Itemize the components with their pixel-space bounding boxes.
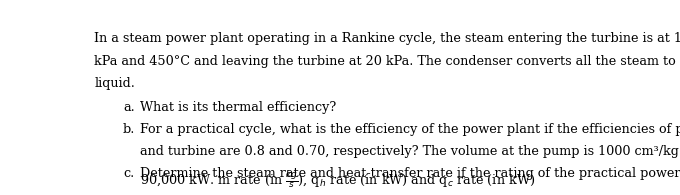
- Text: Determine the steam rate and heat-transfer rate if the rating of the practical p: Determine the steam rate and heat-transf…: [140, 167, 680, 180]
- Text: In a steam power plant operating in a Rankine cycle, the steam entering the turb: In a steam power plant operating in a Ra…: [95, 32, 680, 45]
- Text: For a practical cycle, what is the efficiency of the power plant if the efficien: For a practical cycle, what is the effic…: [140, 123, 680, 136]
- Text: What is its thermal efficiency?: What is its thermal efficiency?: [140, 101, 337, 114]
- Text: 90,000 kW. m rate (in $\frac{kg}{s}$), q$_h$ rate (in kW) and q$_c$ rate (in kW): 90,000 kW. m rate (in $\frac{kg}{s}$), q…: [140, 168, 536, 190]
- Text: c.: c.: [123, 167, 134, 180]
- Text: liquid.: liquid.: [95, 77, 135, 90]
- Text: kPa and 450°C and leaving the turbine at 20 kPa. The condenser converts all the : kPa and 450°C and leaving the turbine at…: [95, 55, 680, 68]
- Text: and turbine are 0.8 and 0.70, respectively? The volume at the pump is 1000 cm³/k: and turbine are 0.8 and 0.70, respective…: [140, 145, 680, 158]
- Text: b.: b.: [123, 123, 135, 136]
- Text: a.: a.: [123, 101, 135, 114]
